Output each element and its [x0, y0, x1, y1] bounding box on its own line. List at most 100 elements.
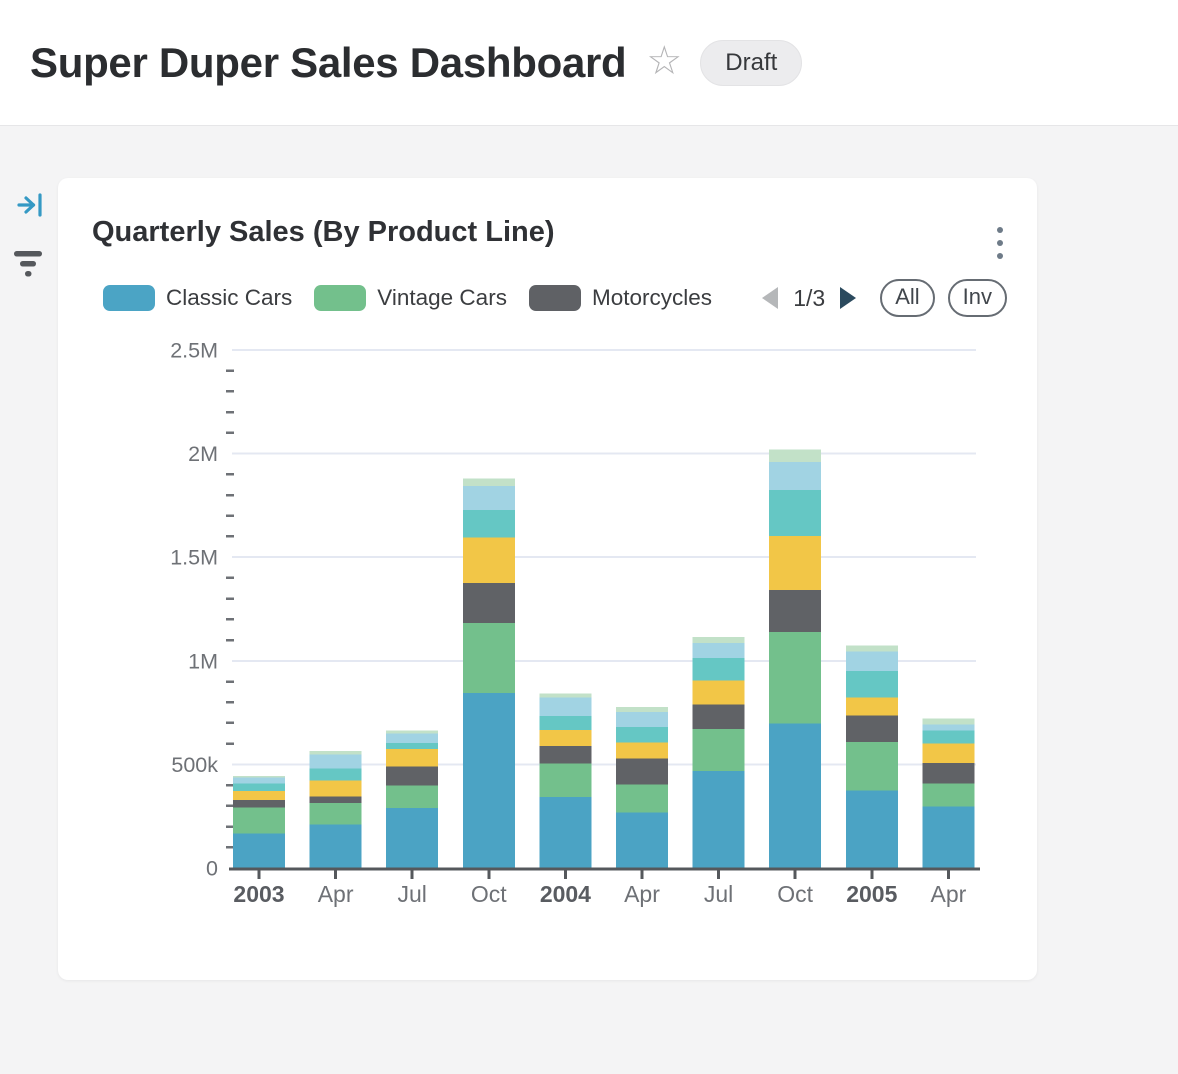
legend-page-indicator: 1/3 [793, 284, 826, 311]
legend-select-buttons: All Inv [880, 279, 1007, 317]
collapse-panel-icon[interactable] [16, 190, 46, 220]
legend-item-vintage-cars[interactable]: Vintage Cars [314, 285, 507, 311]
bar-segment[interactable] [309, 824, 362, 868]
bar-segment[interactable] [233, 791, 285, 801]
legend-item-classic-cars[interactable]: Classic Cars [103, 285, 292, 311]
bar-segment[interactable] [845, 671, 898, 698]
bar-segment[interactable] [462, 509, 515, 538]
bar-segment[interactable] [769, 632, 822, 724]
bar-segment[interactable] [386, 766, 439, 786]
bar-segment[interactable] [539, 697, 592, 717]
legend-item-motorcycles[interactable]: Motorcycles [528, 285, 712, 311]
bar-segment[interactable] [692, 771, 745, 868]
x-axis-label: Jul [397, 881, 426, 907]
legend-next-icon[interactable] [838, 285, 860, 311]
bar-segment[interactable] [539, 693, 592, 698]
bar-segment[interactable] [769, 590, 822, 633]
bar-segment[interactable] [616, 812, 668, 868]
y-axis-tick-label: 2.5M [170, 339, 218, 363]
bar-segment[interactable] [692, 642, 745, 658]
x-axis-label: 2004 [540, 881, 591, 907]
bar-segment[interactable] [233, 800, 285, 808]
bar-segment[interactable] [616, 706, 668, 712]
bar-segment[interactable] [922, 730, 975, 744]
bar-segment[interactable] [309, 780, 362, 797]
legend-pager: 1/3 [758, 285, 860, 312]
bar-segment[interactable] [386, 807, 439, 868]
chart-area[interactable]: 0 500k 1M 1.5M 2M 2.5M 2003 Apr Jul Oct 2004 Apr Jul… [58, 318, 1037, 958]
bar-segment[interactable] [386, 785, 439, 808]
bar-segment[interactable] [386, 730, 439, 734]
y-axis-tick-label: 1.5M [170, 546, 218, 570]
bar-segment[interactable] [386, 748, 439, 767]
x-axis-label: Apr [318, 881, 354, 907]
bar-segment[interactable] [309, 796, 362, 803]
bar-segment[interactable] [692, 728, 745, 772]
bar-segment[interactable] [233, 777, 285, 784]
status-badge[interactable]: Draft [700, 39, 803, 86]
select-all-button[interactable]: All [880, 279, 935, 317]
bar-segment[interactable] [309, 754, 362, 769]
bar-segment[interactable] [692, 636, 745, 643]
invert-selection-button[interactable]: Inv [947, 279, 1007, 317]
bar-segment[interactable] [233, 783, 285, 792]
bar-segment[interactable] [539, 796, 592, 868]
bar-segment[interactable] [769, 723, 822, 868]
bar-segment[interactable] [462, 623, 515, 694]
legend-swatch-motorcycles [528, 285, 581, 311]
bar-segment[interactable] [233, 776, 285, 778]
bar-segment[interactable] [922, 743, 975, 764]
kebab-menu-icon[interactable] [991, 218, 1009, 268]
bar-segment[interactable] [233, 833, 285, 868]
bar-segment[interactable] [922, 718, 975, 725]
bar-segment[interactable] [309, 802, 362, 825]
bar-segment[interactable] [616, 758, 668, 785]
bar-segment[interactable] [233, 807, 285, 834]
legend-label: Classic Cars [166, 285, 293, 310]
bar-segment[interactable] [845, 697, 898, 716]
bar-segment[interactable] [692, 704, 745, 729]
bar-segment[interactable] [845, 742, 898, 791]
bar-segment[interactable] [922, 783, 975, 807]
filter-icon[interactable] [12, 245, 44, 279]
legend-swatch-classic-cars [103, 285, 155, 311]
bar-segment[interactable] [386, 733, 439, 744]
star-icon[interactable]: ☆ [646, 38, 683, 83]
bar-segment[interactable] [616, 726, 668, 743]
bar-segment[interactable] [462, 485, 515, 510]
bar-segment[interactable] [845, 645, 898, 652]
bar-segment[interactable] [539, 763, 592, 797]
bar-segment[interactable] [539, 730, 592, 746]
bar-segment[interactable] [922, 763, 975, 784]
bar-segment[interactable] [616, 711, 668, 727]
bar-segment[interactable] [462, 478, 515, 486]
bar-segment[interactable] [462, 693, 515, 868]
bar-segment[interactable] [845, 715, 898, 743]
bar-segment[interactable] [769, 449, 822, 463]
bar-segment[interactable] [692, 657, 745, 681]
bar-segment[interactable] [309, 768, 362, 781]
app-header: Super Duper Sales Dashboard ☆ Draft [0, 0, 1178, 126]
bar-segment[interactable] [769, 462, 822, 491]
y-axis-tick-label: 1M [188, 649, 218, 673]
y-axis-tick-label: 500k [171, 753, 218, 777]
bar-segment[interactable] [616, 742, 668, 759]
bar-segment[interactable] [462, 537, 515, 584]
bar-segment[interactable] [845, 790, 898, 868]
x-axis-label: 2003 [233, 881, 284, 907]
bar-segment[interactable] [922, 806, 975, 868]
bar-segment[interactable] [845, 651, 898, 672]
bar-segment[interactable] [539, 716, 592, 731]
legend-prev-icon[interactable] [758, 285, 780, 311]
bar-segment[interactable] [769, 490, 822, 537]
bar-segment[interactable] [309, 751, 362, 755]
bar-segment[interactable] [616, 784, 668, 813]
bar-segment[interactable] [539, 745, 592, 764]
bar-segment[interactable] [922, 724, 975, 731]
bar-segment[interactable] [386, 743, 439, 749]
x-axis-label: Jul [704, 881, 733, 907]
bar-segment[interactable] [692, 680, 745, 705]
bar-segment[interactable] [462, 583, 515, 624]
bar-segment[interactable] [769, 536, 822, 591]
